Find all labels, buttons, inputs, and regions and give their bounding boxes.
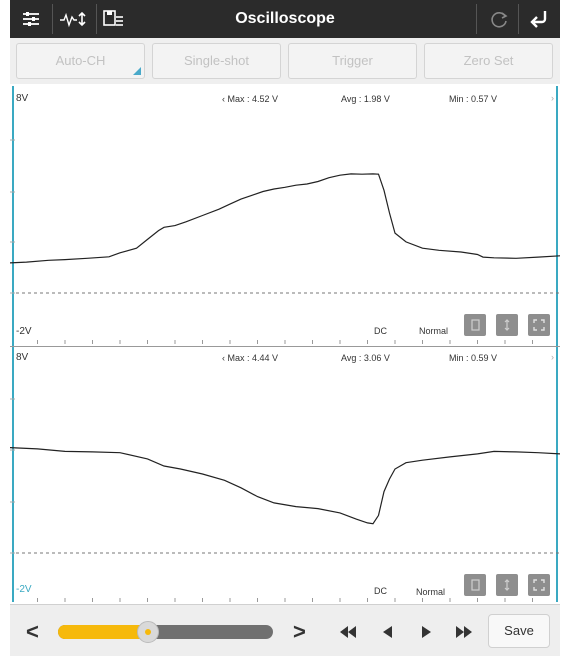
channel-2-top-scale: 8V <box>16 352 29 363</box>
right-cursor-line[interactable] <box>556 86 558 346</box>
trigger-button[interactable]: Trigger <box>288 43 417 79</box>
channel-2-max-value: Max : 4.44 V <box>227 353 279 363</box>
zero-set-button[interactable]: Zero Set <box>424 43 553 79</box>
auto-ch-button[interactable]: Auto-CH <box>16 43 145 79</box>
dropdown-corner-icon <box>133 67 141 75</box>
toolbar-separator <box>96 4 97 34</box>
channel-1-max-value: Max : 4.52 V <box>227 94 279 104</box>
zero-set-label: Zero Set <box>463 53 514 68</box>
left-cursor-line[interactable] <box>12 347 14 602</box>
next-page-button[interactable]: > <box>293 619 306 644</box>
channel-2-bottom-scale: -2V <box>16 584 32 595</box>
toolbar-separator <box>518 4 519 34</box>
right-cursor-line[interactable] <box>556 347 558 602</box>
step-back-icon <box>383 626 392 638</box>
vertical-arrows-icon <box>504 319 510 331</box>
channel-1-mode: Normal <box>419 326 449 336</box>
scroll-right-icon[interactable]: › <box>551 352 554 362</box>
step-forward-icon <box>422 626 431 638</box>
copy-icon <box>471 579 480 591</box>
channel-1-avg: Avg : 1.98 V <box>341 94 390 104</box>
settings-sliders-icon[interactable] <box>20 8 42 30</box>
playback-slider-fill <box>58 625 149 639</box>
channel-2-coupling: DC <box>374 586 387 596</box>
step-forward-button[interactable] <box>414 622 438 642</box>
channel-2-panel[interactable]: 8V ‹ Max : 4.44 V Avg : 3.06 V Min : 0.5… <box>10 346 560 602</box>
y-axis-ticks <box>10 398 15 554</box>
scroll-right-icon[interactable]: › <box>551 93 554 103</box>
channel-1-max: ‹ Max : 4.52 V <box>222 94 279 104</box>
toolbar-separator <box>476 4 477 34</box>
page-title: Oscilloscope <box>235 10 335 27</box>
x-axis-ticks <box>37 598 533 602</box>
playback-slider-knob[interactable] <box>137 621 160 643</box>
refresh-icon[interactable] <box>488 8 510 30</box>
channel-2-vertical-button[interactable] <box>496 574 518 596</box>
x-axis-ticks <box>37 340 533 344</box>
expand-icon <box>533 579 545 591</box>
channel-1-vertical-button[interactable] <box>496 314 518 336</box>
back-icon[interactable] <box>528 8 550 30</box>
waveform-adjust-icon[interactable] <box>58 8 90 30</box>
channel-2-waveform <box>10 447 560 525</box>
single-shot-button[interactable]: Single-shot <box>152 43 281 79</box>
channel-2-min: Min : 0.59 V <box>449 353 498 363</box>
channel-1-bottom-scale: -2V <box>16 326 32 337</box>
step-back-button[interactable] <box>376 622 400 642</box>
channel-2-expand-button[interactable] <box>528 574 550 596</box>
channel-1-expand-button[interactable] <box>528 314 550 336</box>
trigger-label: Trigger <box>332 53 373 68</box>
channel-2-copy-button[interactable] <box>464 574 486 596</box>
prev-page-button[interactable]: < <box>26 619 39 644</box>
fast-forward-icon <box>456 626 472 638</box>
channel-2-avg: Avg : 3.06 V <box>341 353 390 363</box>
playback-bar: < > Save <box>10 604 560 656</box>
channel-1-min: Min : 0.57 V <box>449 94 498 104</box>
channel-1-copy-button[interactable] <box>464 314 486 336</box>
copy-icon <box>471 319 480 331</box>
title-bar: Oscilloscope <box>10 0 560 38</box>
save-button[interactable]: Save <box>488 614 550 648</box>
left-cursor-line[interactable] <box>12 86 14 346</box>
save-list-icon[interactable] <box>102 8 124 30</box>
channel-1-waveform <box>10 173 560 264</box>
fast-rewind-button[interactable] <box>336 622 360 642</box>
auto-ch-label: Auto-CH <box>55 53 106 68</box>
mode-bar: Auto-CH Single-shot Trigger Zero Set <box>10 38 560 84</box>
vertical-arrows-icon <box>504 579 510 591</box>
single-shot-label: Single-shot <box>183 53 250 68</box>
fast-rewind-icon <box>340 626 356 638</box>
channel-1-graph <box>10 139 560 344</box>
playback-slider[interactable] <box>58 625 273 639</box>
fast-forward-button[interactable] <box>452 622 476 642</box>
channel-2-max: ‹ Max : 4.44 V <box>222 353 279 363</box>
channel-1-top-scale: 8V <box>16 93 29 104</box>
expand-icon <box>533 319 545 331</box>
channel-1-coupling: DC <box>374 326 387 336</box>
toolbar-separator <box>52 4 53 34</box>
y-axis-ticks <box>10 139 15 294</box>
channel-1-panel[interactable]: 8V ‹ Max : 4.52 V Avg : 1.98 V Min : 0.5… <box>10 86 560 346</box>
channel-2-graph <box>10 398 560 602</box>
channel-2-mode: Normal <box>416 587 446 597</box>
